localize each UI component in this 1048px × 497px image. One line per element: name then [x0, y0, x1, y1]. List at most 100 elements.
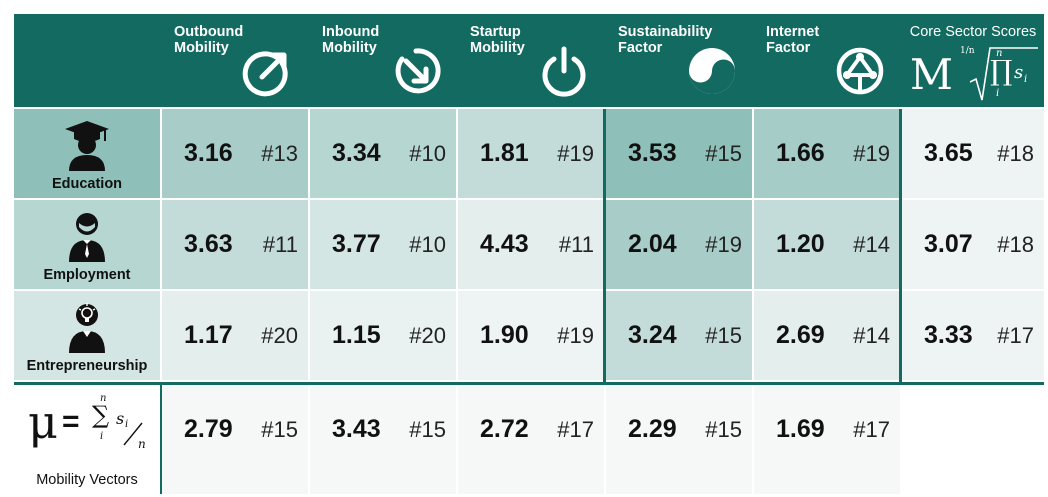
graduate-person-icon: [65, 121, 109, 171]
score-value: 1.81: [480, 139, 529, 167]
column-header-startup: Startup Mobility: [458, 14, 604, 107]
score-rank: #15: [261, 417, 298, 442]
formula-divisor: n: [138, 437, 146, 451]
score-rank: #10: [409, 141, 446, 166]
score-cell: 3.16 #13: [162, 109, 308, 198]
radical-sign: [969, 47, 1038, 101]
score-rank: #20: [261, 323, 298, 348]
score-rank: #18: [997, 232, 1034, 257]
score-rank: #17: [853, 417, 890, 442]
mv-score-cell: 1.69 #17: [754, 385, 900, 494]
score-value: 3.07: [924, 230, 973, 258]
score-value: 1.69: [776, 415, 825, 443]
business-person-icon: [69, 213, 105, 262]
score-value: 3.43: [332, 415, 381, 443]
inbound-arrow-icon: [395, 48, 441, 94]
score-cell: 2.04 #19: [606, 200, 752, 289]
score-value: 3.63: [184, 230, 233, 258]
mv-score-cell: 2.79 #15: [162, 385, 308, 494]
row-header-entrepreneurship: Entrepreneurship: [14, 291, 160, 380]
formula-term: s: [116, 409, 125, 428]
formula-sum-upper: n: [100, 393, 107, 404]
column-header-internet: Internet Factor: [754, 14, 900, 107]
divider-after-row-headers: [160, 382, 162, 494]
core-title: Core Sector Scores: [909, 24, 1037, 40]
core-formula: M 1/n n ∏ i s i: [906, 44, 1040, 104]
formula-term-sub: i: [125, 419, 129, 430]
column-header-outbound: Outbound Mobility: [162, 14, 308, 107]
score-value: 3.53: [628, 139, 677, 167]
column-header-core: Core Sector Scores M 1/n n ∏ i s i: [902, 14, 1044, 107]
formula-symbol: M: [910, 50, 954, 99]
score-value: 2.69: [776, 321, 825, 349]
score-value: 3.24: [628, 321, 677, 349]
score-rank: #18: [997, 141, 1034, 166]
row-label: Mobility Vectors: [36, 472, 138, 488]
score-rank: #15: [705, 417, 742, 442]
divider-before-sustainability: [603, 109, 606, 382]
score-rank: #17: [557, 417, 594, 442]
mv-score-cell: 3.43 #15: [310, 385, 456, 494]
score-rank: #19: [557, 323, 594, 348]
score-rank: #14: [853, 323, 890, 348]
score-value: 1.17: [184, 321, 233, 349]
score-value: 3.65: [924, 139, 973, 167]
score-value: 2.29: [628, 415, 677, 443]
score-value: 3.77: [332, 230, 381, 258]
score-value: 3.34: [332, 139, 381, 167]
score-cell: 3.63 #11: [162, 200, 308, 289]
divider-before-core: [899, 109, 902, 382]
score-rank: #19: [557, 141, 594, 166]
score-rank: #19: [705, 232, 742, 257]
score-cell: 3.77 #10: [310, 200, 456, 289]
column-header-sustainability: Sustainability Factor: [606, 14, 752, 107]
score-value: 2.04: [628, 230, 677, 258]
score-value: 3.33: [924, 321, 973, 349]
score-cell: 3.53 #15: [606, 109, 752, 198]
formula-equals: =: [62, 405, 80, 438]
score-cell: 1.81 #19: [458, 109, 604, 198]
scores-table: Outbound Mobility Inbound Mobility Start…: [14, 14, 1044, 494]
column-label: Inbound Mobility: [322, 24, 380, 56]
score-value: 2.79: [184, 415, 233, 443]
row-label: Entrepreneurship: [26, 358, 148, 374]
score-rank: #15: [705, 323, 742, 348]
column-label: Startup Mobility: [470, 24, 525, 56]
formula-product-upper: n: [996, 48, 1003, 59]
network-globe-icon: [836, 47, 884, 95]
score-cell: 1.66 #19: [754, 109, 900, 198]
formula-root-index: 1/n: [960, 46, 975, 56]
score-cell: 3.34 #10: [310, 109, 456, 198]
score-rank: #10: [409, 232, 446, 257]
score-value: 2.72: [480, 415, 529, 443]
outbound-arrow-icon: [242, 51, 288, 97]
formula-term-sub: i: [1024, 74, 1028, 85]
score-cell: 1.15 #20: [310, 291, 456, 380]
divider-mobility-vectors: [14, 382, 1044, 385]
score-rank: #15: [705, 141, 742, 166]
score-rank: #15: [409, 417, 446, 442]
score-value: 1.20: [776, 230, 825, 258]
score-rank: #11: [262, 232, 298, 257]
score-cell: 3.24 #15: [606, 291, 752, 380]
score-rank: #17: [997, 323, 1034, 348]
core-score-cell: 3.33 #17: [902, 291, 1044, 380]
score-cell: 1.17 #20: [162, 291, 308, 380]
formula-sum: ∑: [92, 401, 110, 429]
column-label: Internet Factor: [766, 24, 820, 56]
score-value: 3.16: [184, 139, 233, 167]
mv-score-cell: 2.29 #15: [606, 385, 752, 494]
column-label: Sustainability Factor: [618, 24, 713, 56]
row-header-employment: Employment: [14, 200, 160, 289]
score-cell: 2.69 #14: [754, 291, 900, 380]
score-cell: 4.43 #11: [458, 200, 604, 289]
score-value: 1.66: [776, 139, 825, 167]
mv-score-cell: 2.72 #17: [458, 385, 604, 494]
idea-person-icon: [69, 303, 105, 353]
score-value: 1.90: [480, 321, 529, 349]
score-rank: #14: [853, 232, 890, 257]
score-rank: #13: [261, 141, 298, 166]
row-label: Employment: [43, 267, 131, 283]
power-icon: [542, 46, 586, 97]
score-cell: 1.20 #14: [754, 200, 900, 289]
